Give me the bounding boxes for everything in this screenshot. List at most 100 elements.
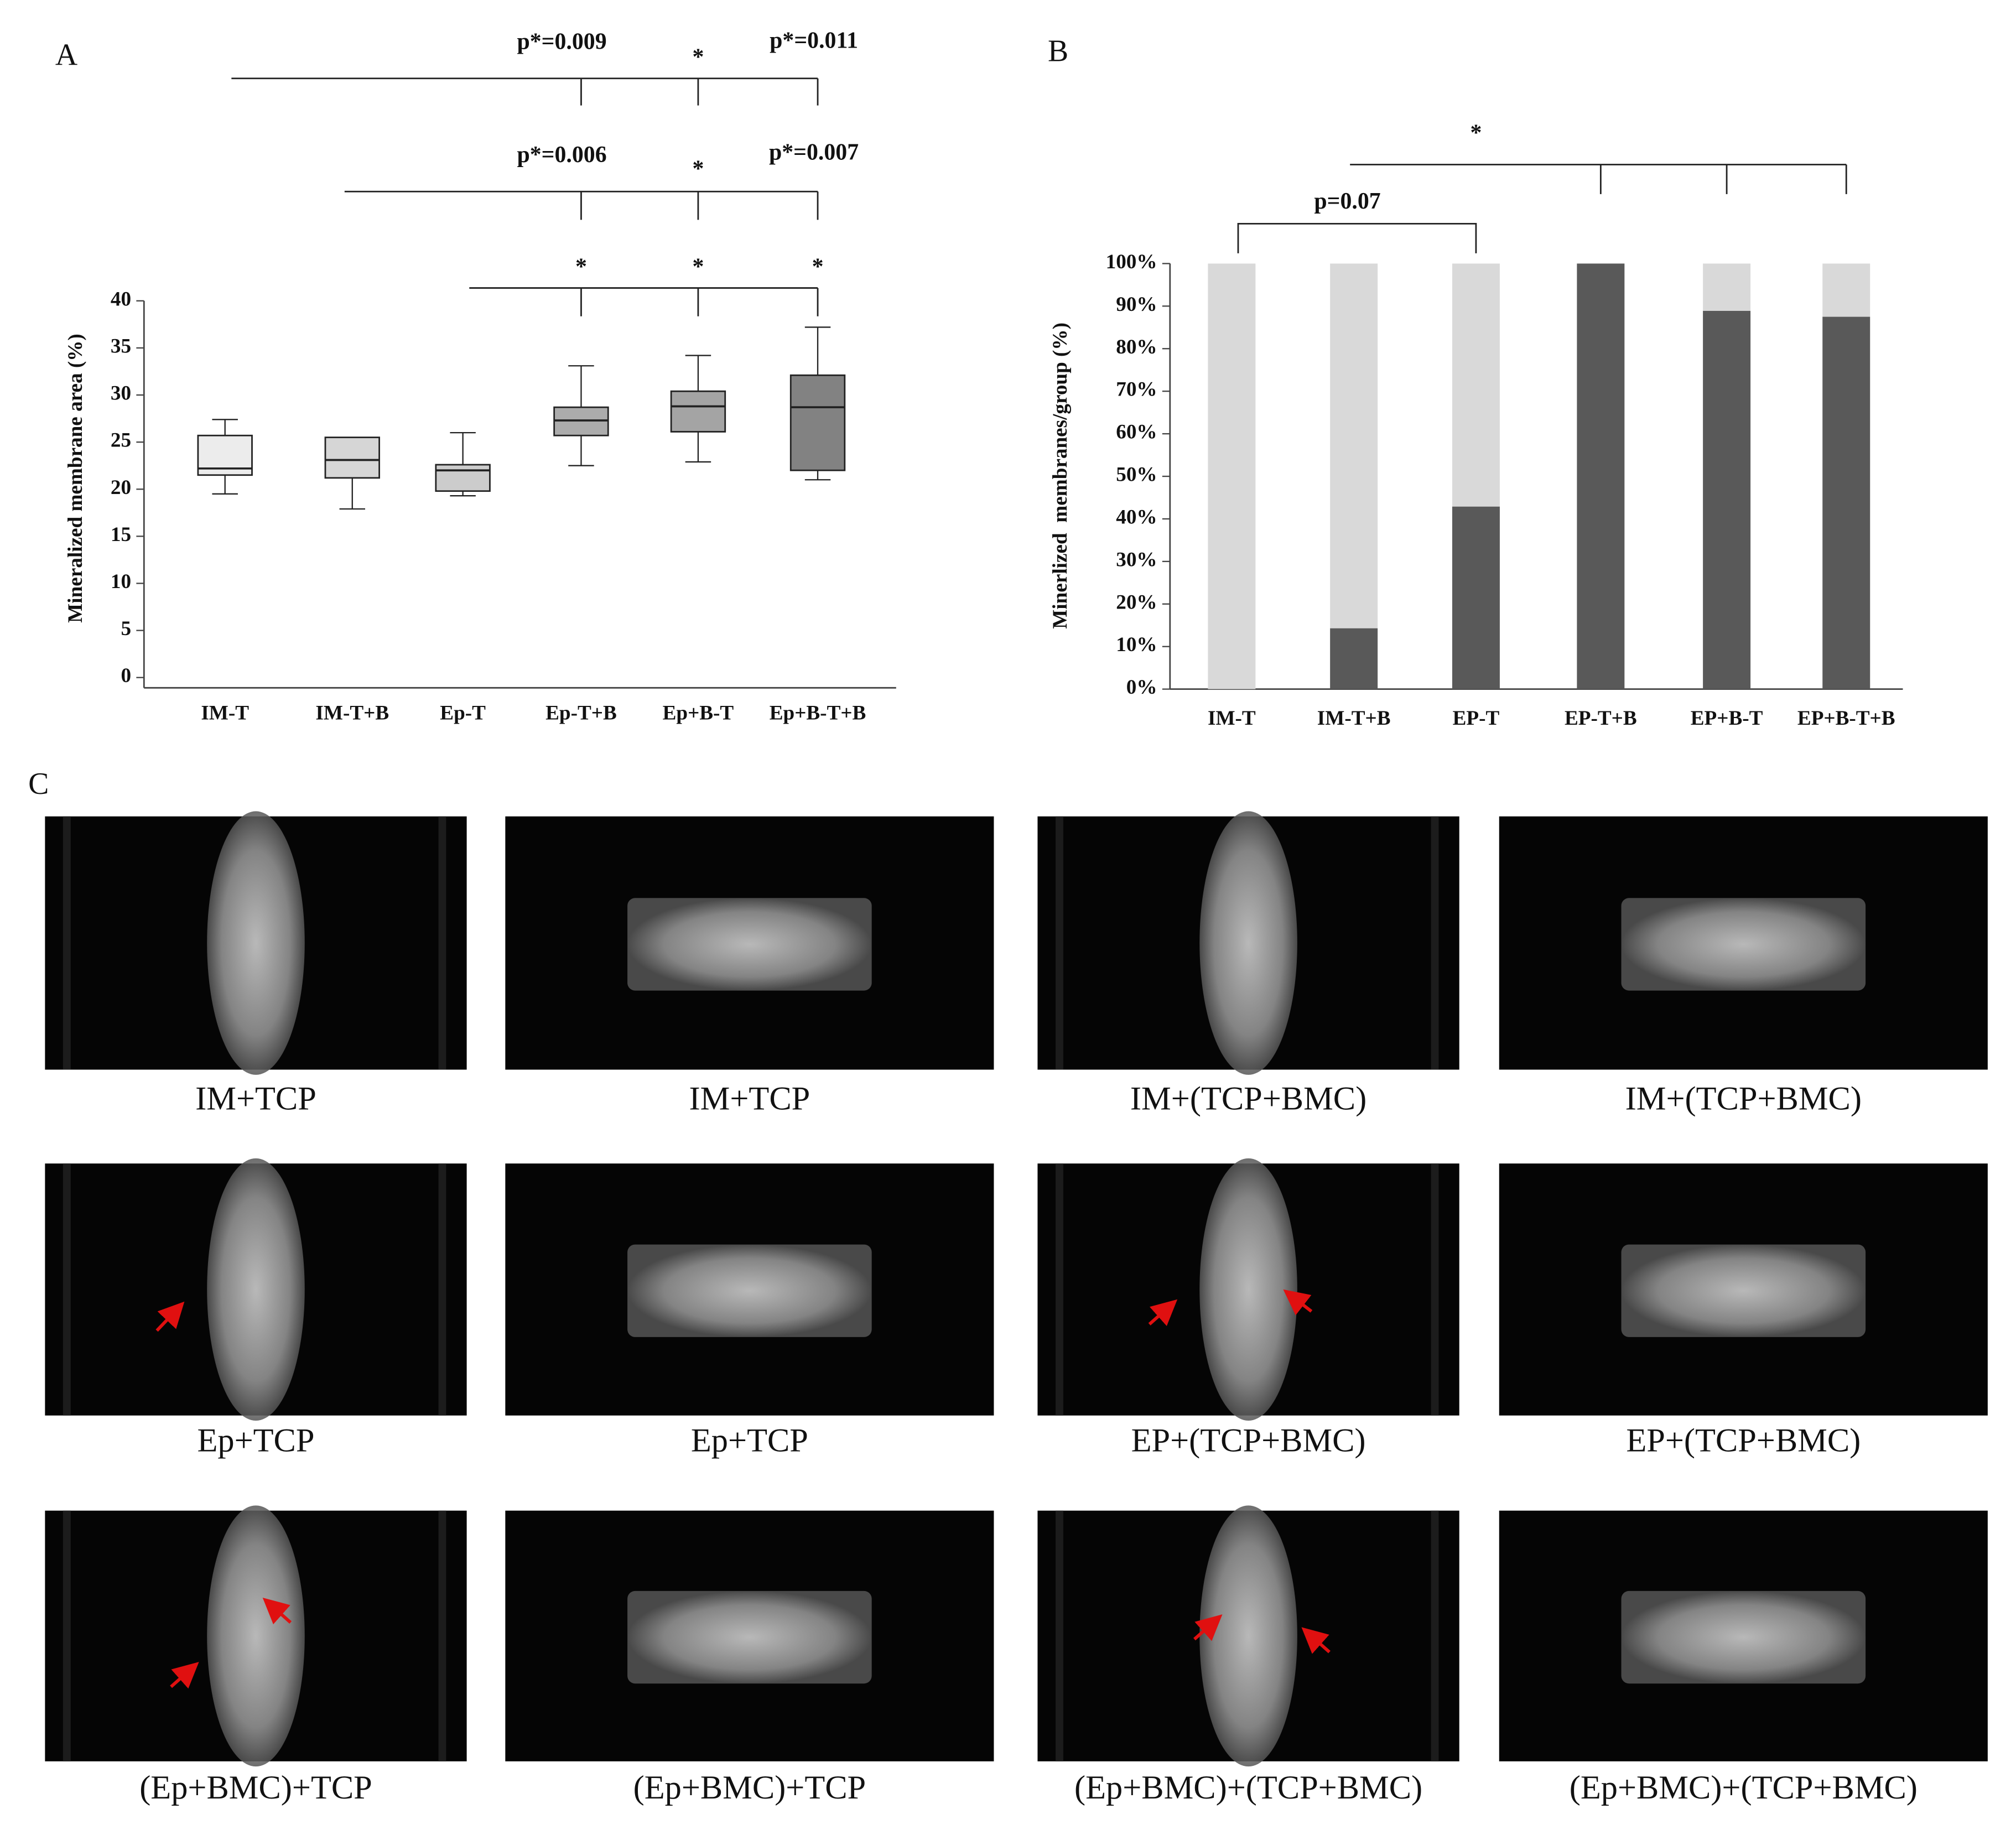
x-tick-label: EP+B-T: [1691, 707, 1763, 730]
x-tick-label: IM-T+B: [315, 702, 389, 725]
x-tick-label: EP+B-T+B: [1797, 707, 1895, 730]
x-tick-label: IM-T: [1208, 707, 1256, 730]
box: [789, 374, 846, 471]
image: [1499, 1510, 1988, 1761]
y-tick-label: 10: [111, 570, 131, 593]
panel-label: C: [28, 767, 49, 801]
bone-3d: [627, 1590, 872, 1684]
y-tick-label: 40%: [1116, 506, 1157, 528]
image-caption: EP+(TCP+BMC): [1626, 1422, 1861, 1459]
bar-segment: [1822, 263, 1870, 317]
image: [1499, 816, 1988, 1070]
annotation: p*=0.006: [517, 142, 607, 168]
y-axis-label: Minerlized membranes/group (%): [1049, 323, 1072, 629]
image: [505, 1510, 994, 1761]
y-tick-label: 20%: [1116, 591, 1157, 614]
image: [1037, 811, 1459, 1075]
bar-segment: [1452, 506, 1500, 689]
annotation: *: [575, 254, 587, 279]
annotation: p*=0.009: [517, 29, 607, 55]
y-tick-label: 20: [111, 476, 131, 499]
film-edge: [63, 816, 71, 1070]
film-edge: [1431, 816, 1439, 1070]
x-tick-label: Ep+B-T: [663, 702, 734, 725]
bone-3d: [1621, 1590, 1866, 1684]
bar-segment: [1703, 310, 1751, 689]
red-arrow: [1193, 1614, 1223, 1641]
box: [435, 464, 491, 492]
y-tick-label: 0%: [1126, 676, 1157, 699]
film-edge: [438, 1510, 446, 1761]
sig-bracket: [1350, 164, 1847, 194]
red-arrow: [170, 1662, 199, 1689]
y-tick-label: 40: [111, 288, 131, 310]
film-edge: [1431, 1163, 1439, 1416]
sig-bracket: [344, 190, 819, 220]
red-arrow: [1283, 1289, 1313, 1316]
bar-segment: [1452, 263, 1500, 507]
annotation: p*=0.011: [770, 28, 858, 53]
bone-xray: [207, 1505, 305, 1767]
image-caption: EP+(TCP+BMC): [1131, 1422, 1366, 1459]
bone-xray: [1199, 1158, 1297, 1421]
bone-3d: [1621, 898, 1866, 991]
sig-bracket: [1237, 222, 1477, 253]
sig-bracket: [231, 77, 819, 106]
x-tick-label: Ep+B-T+B: [770, 702, 866, 725]
bar-segment: [1208, 263, 1256, 689]
image: [45, 811, 467, 1075]
bone-3d: [627, 1244, 872, 1337]
film-edge: [438, 1163, 446, 1416]
image: [1037, 1505, 1459, 1767]
y-tick-label: 30%: [1116, 548, 1157, 571]
bar-segment: [1330, 263, 1378, 628]
x-tick-label: EP-T+B: [1565, 707, 1637, 730]
image-caption: IM+TCP: [195, 1080, 316, 1117]
annotation: *: [692, 254, 704, 279]
image: [505, 816, 994, 1070]
image: [45, 1158, 467, 1421]
annotation: *: [1470, 121, 1482, 146]
annotation: p*=0.007: [769, 139, 859, 165]
y-tick-label: 15: [111, 523, 131, 546]
image: [45, 1505, 467, 1767]
y-tick-label: 70%: [1116, 378, 1157, 401]
x-tick-label: IM-T+B: [1317, 707, 1391, 730]
y-tick-label: 50%: [1116, 464, 1157, 486]
bone-3d: [1621, 1244, 1866, 1337]
bar-segment: [1703, 263, 1751, 311]
image-caption: (Ep+BMC)+TCP: [139, 1769, 372, 1806]
x-tick-label: EP-T: [1453, 707, 1500, 730]
image: [1037, 1158, 1459, 1421]
annotation: *: [692, 157, 704, 182]
bone-xray: [207, 1158, 305, 1421]
y-tick-label: 35: [111, 335, 131, 357]
image-caption: (Ep+BMC)+TCP: [633, 1769, 866, 1806]
film-edge: [1055, 1163, 1063, 1416]
image-caption: (Ep+BMC)+(TCP+BMC): [1570, 1769, 1918, 1806]
panel-label: A: [55, 38, 77, 72]
red-arrow: [155, 1301, 185, 1332]
image-caption: IM+(TCP+BMC): [1130, 1080, 1366, 1117]
bone-3d: [627, 898, 872, 991]
y-tick-label: 10%: [1116, 633, 1157, 656]
image-caption: Ep+TCP: [691, 1422, 808, 1459]
box: [670, 390, 726, 433]
y-tick-label: 100%: [1106, 251, 1157, 273]
image-caption: IM+(TCP+BMC): [1625, 1080, 1862, 1117]
image: [1499, 1163, 1988, 1416]
x-tick-label: IM-T: [201, 702, 249, 725]
red-arrow: [1148, 1299, 1178, 1327]
bone-xray: [1199, 811, 1297, 1075]
image-caption: Ep+TCP: [198, 1422, 315, 1459]
x-tick-label: Ep-T+B: [545, 702, 617, 725]
film-edge: [63, 1163, 71, 1416]
bone-xray: [1199, 1505, 1297, 1767]
bar-segment: [1330, 628, 1378, 689]
y-tick-label: 60%: [1116, 421, 1157, 444]
bar-segment: [1577, 263, 1625, 689]
bone-xray: [207, 811, 305, 1075]
x-tick-label: Ep-T: [440, 702, 486, 725]
red-arrow: [1301, 1627, 1331, 1654]
